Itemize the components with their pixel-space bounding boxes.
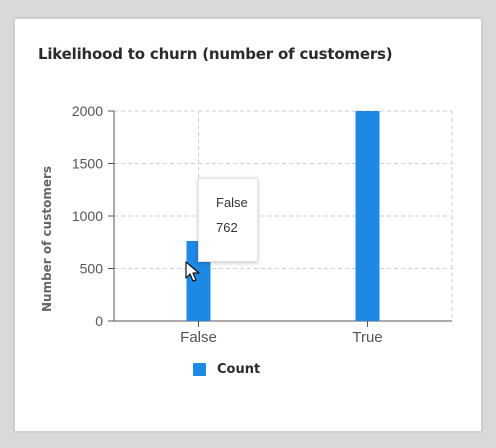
y-tick-label: 500 [80, 261, 104, 277]
bar-true [355, 111, 380, 321]
y-tick-label: 1000 [72, 208, 103, 224]
y-tick-label: 0 [95, 313, 103, 329]
chart-title: Likelihood to churn (number of customers… [38, 45, 393, 63]
tooltip-value: 762 [216, 220, 238, 235]
grid-lines [114, 110, 453, 321]
y-tick-label: 1500 [72, 156, 103, 172]
chart-card: Likelihood to churn (number of customers… [14, 18, 482, 432]
chart-legend[interactable]: Count [193, 362, 260, 377]
y-axis-title: Number of customers [40, 166, 54, 312]
legend-label: Count [217, 362, 261, 377]
mouse-pointer-icon [185, 261, 200, 282]
x-tick-label: True [352, 329, 382, 346]
axis-labels: 0 500 1000 1500 2000 False True Number of custo… [40, 103, 383, 346]
y-tick-label: 2000 [72, 103, 103, 119]
legend-swatch [193, 363, 206, 376]
tooltip-category: False [216, 195, 248, 210]
axes [108, 110, 452, 327]
bar-tooltip: False 762 [198, 178, 258, 262]
bars [186, 111, 380, 321]
x-tick-label: False [180, 329, 217, 346]
